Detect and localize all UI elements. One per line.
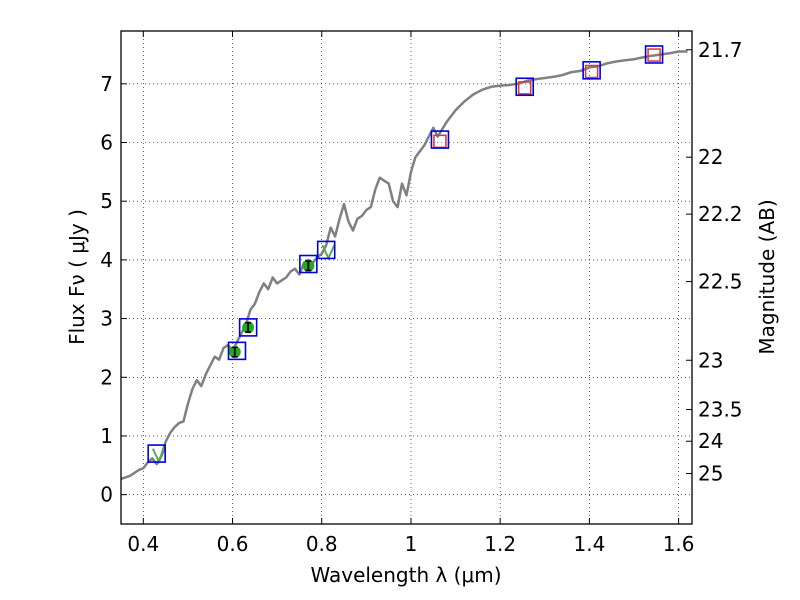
model-photometry-box xyxy=(227,341,247,361)
y-axis-label: Flux Fν ( μJy ) xyxy=(65,209,89,345)
upper-limit-marker xyxy=(584,64,599,79)
y-right-tick-label: 21.7 xyxy=(698,38,743,62)
y-tick-label: 2 xyxy=(100,365,113,389)
y-tick-label: 6 xyxy=(100,131,113,155)
model-photometry-box xyxy=(644,45,664,64)
plot-area xyxy=(120,45,688,480)
model-photometry-box xyxy=(316,240,336,260)
x-tick-label: 0.4 xyxy=(127,532,159,556)
x-tick-label: 1 xyxy=(405,532,418,556)
x-tick-label: 0.6 xyxy=(217,532,249,556)
model-photometry-box xyxy=(299,254,318,274)
x-tick-label: 1.2 xyxy=(484,532,516,556)
upper-limit-marker xyxy=(517,81,532,95)
y-tick-label: 5 xyxy=(100,189,113,213)
y-right-tick-label: 23.5 xyxy=(698,398,743,422)
y-axis-right-label: Magnitude (AB) xyxy=(755,199,779,354)
x-axis-label: Wavelength λ (μm) xyxy=(310,563,501,587)
upper-limit-marker xyxy=(433,134,447,149)
y-tick-label: 0 xyxy=(100,483,113,507)
spectrum-line xyxy=(120,50,688,480)
grid xyxy=(121,31,692,524)
x-tick-label: 1.4 xyxy=(573,532,605,556)
y-right-tick-label: 25 xyxy=(698,462,723,486)
model-photometry-box xyxy=(582,61,601,80)
y-tick-label: 3 xyxy=(100,307,113,331)
y-right-tick-label: 22.2 xyxy=(698,202,743,226)
y-tick-label: 4 xyxy=(100,248,113,272)
axis-ticks: 0.4 0.6 0.8 1 1.2 1.4 1.60123456721.72222.222.… xyxy=(100,31,743,556)
y-right-tick-label: 24 xyxy=(698,429,723,453)
y-tick-label: 7 xyxy=(100,72,113,96)
model-photometry-box xyxy=(430,130,450,149)
model-photometry-box xyxy=(515,77,535,97)
model-photometry-box xyxy=(147,444,166,463)
model-photometry-box xyxy=(238,318,258,337)
y-right-tick-label: 22 xyxy=(698,145,723,169)
upper-limit-marker xyxy=(647,48,661,62)
y-right-tick-label: 23 xyxy=(698,348,723,372)
y-tick-label: 1 xyxy=(100,424,113,448)
plot-frame xyxy=(120,30,693,525)
x-tick-label: 0.8 xyxy=(306,532,338,556)
y-right-tick-label: 22.5 xyxy=(698,270,743,294)
x-tick-label: 1.6 xyxy=(663,532,695,556)
